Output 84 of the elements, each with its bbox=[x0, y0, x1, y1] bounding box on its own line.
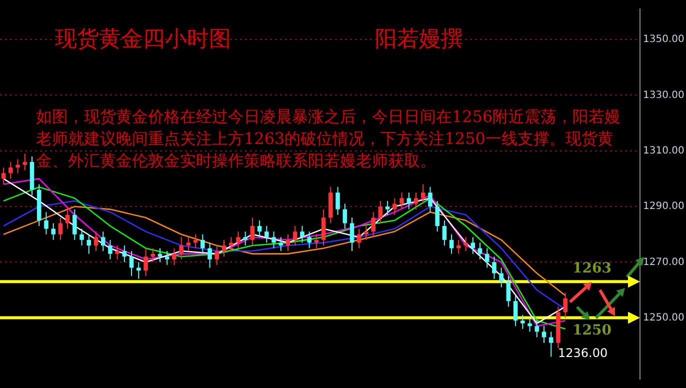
candlestick bbox=[144, 248, 148, 277]
text: 阳若嫚撰 bbox=[375, 26, 463, 54]
candlestick bbox=[243, 231, 248, 246]
candlestick bbox=[378, 200, 383, 224]
candlestick bbox=[406, 192, 412, 210]
candlestick bbox=[250, 217, 255, 246]
candlestick bbox=[8, 162, 13, 180]
ref-line-label: 1250 bbox=[572, 322, 612, 338]
candlestick bbox=[115, 244, 120, 260]
candlestick bbox=[428, 186, 432, 213]
candlestick bbox=[136, 262, 141, 280]
candlestick bbox=[342, 203, 348, 230]
candlestick bbox=[321, 208, 326, 246]
candlestick bbox=[122, 244, 127, 263]
candlestick bbox=[392, 198, 397, 216]
candlestick bbox=[414, 192, 418, 210]
candlestick bbox=[214, 244, 220, 266]
candlestick bbox=[272, 231, 276, 249]
candlestick bbox=[257, 220, 262, 238]
candlestick bbox=[506, 276, 511, 308]
candlestick bbox=[350, 217, 354, 252]
candlestick bbox=[200, 234, 205, 254]
candlestick bbox=[492, 256, 496, 280]
candlestick bbox=[129, 250, 134, 277]
candlestick bbox=[80, 228, 84, 246]
candlestick bbox=[22, 153, 28, 171]
candlestick bbox=[336, 186, 340, 216]
candlestick bbox=[442, 220, 447, 246]
candlestick bbox=[385, 200, 390, 216]
candlestick bbox=[100, 231, 106, 252]
candlestick bbox=[499, 267, 504, 288]
candlestick bbox=[65, 206, 70, 230]
y-tick-label: 1250.00 bbox=[643, 312, 684, 324]
candlestick bbox=[172, 248, 176, 266]
candlestick bbox=[44, 212, 48, 235]
candlestick bbox=[108, 239, 112, 260]
candlestick bbox=[292, 225, 298, 246]
candlestick bbox=[478, 242, 482, 260]
ref-line-label: 1263 bbox=[572, 260, 612, 276]
annotation: 1236.00 bbox=[558, 346, 608, 360]
candlestick bbox=[307, 231, 312, 249]
candlestick bbox=[513, 295, 518, 327]
candlestick bbox=[300, 225, 304, 244]
candlestick bbox=[400, 192, 404, 210]
candlestick bbox=[420, 184, 426, 204]
candlestick bbox=[528, 317, 532, 332]
candlestick bbox=[86, 234, 92, 254]
y-tick-label: 1310.00 bbox=[643, 145, 684, 156]
candlestick bbox=[356, 228, 362, 249]
candlestick bbox=[548, 331, 554, 358]
candlestick bbox=[222, 239, 226, 258]
candlestick bbox=[72, 208, 77, 240]
candlestick bbox=[278, 236, 284, 252]
candlestick bbox=[484, 248, 490, 268]
candlestick bbox=[542, 326, 546, 344]
candlestick bbox=[449, 234, 454, 254]
y-tick-label: 1290.00 bbox=[643, 201, 684, 212]
candlestick bbox=[179, 236, 184, 260]
candlestick bbox=[364, 222, 368, 240]
candlestick bbox=[58, 217, 63, 240]
annotation: 如图，现货黄金价格在经过今日凌晨暴涨之后，今日日间在1256附近震荡，阳若嫚老师就建议晚间重点关注上方1263的破位情况，下方关注1250一线支撑。现货黄金、外汇黄金伦敦金实时操作策略联系阳若嫚老师获取。 bbox=[36, 106, 622, 172]
y-tick-label: 1270.00 bbox=[643, 256, 684, 268]
candlestick bbox=[51, 222, 56, 240]
candlestick bbox=[16, 158, 20, 174]
candlestick bbox=[94, 231, 98, 252]
y-tick-label: 1330.00 bbox=[643, 90, 684, 101]
candlestick bbox=[164, 250, 170, 266]
candlestick bbox=[286, 234, 290, 252]
candlestick bbox=[1, 167, 6, 185]
candlestick bbox=[470, 236, 476, 254]
candlestick bbox=[534, 320, 540, 338]
candlestick bbox=[208, 242, 212, 268]
candlestick bbox=[435, 200, 440, 232]
candlestick bbox=[456, 239, 461, 254]
candlestick bbox=[371, 212, 376, 238]
candlestick bbox=[520, 314, 525, 330]
candlestick bbox=[236, 231, 240, 249]
candlestick bbox=[228, 236, 234, 252]
candlestick bbox=[464, 236, 468, 252]
candlestick bbox=[563, 292, 568, 318]
y-tick-label: 1350.00 bbox=[643, 34, 684, 46]
candlestick bbox=[264, 225, 269, 244]
candlestick bbox=[186, 236, 191, 252]
text: 现货黄金四小时图 bbox=[55, 26, 231, 54]
